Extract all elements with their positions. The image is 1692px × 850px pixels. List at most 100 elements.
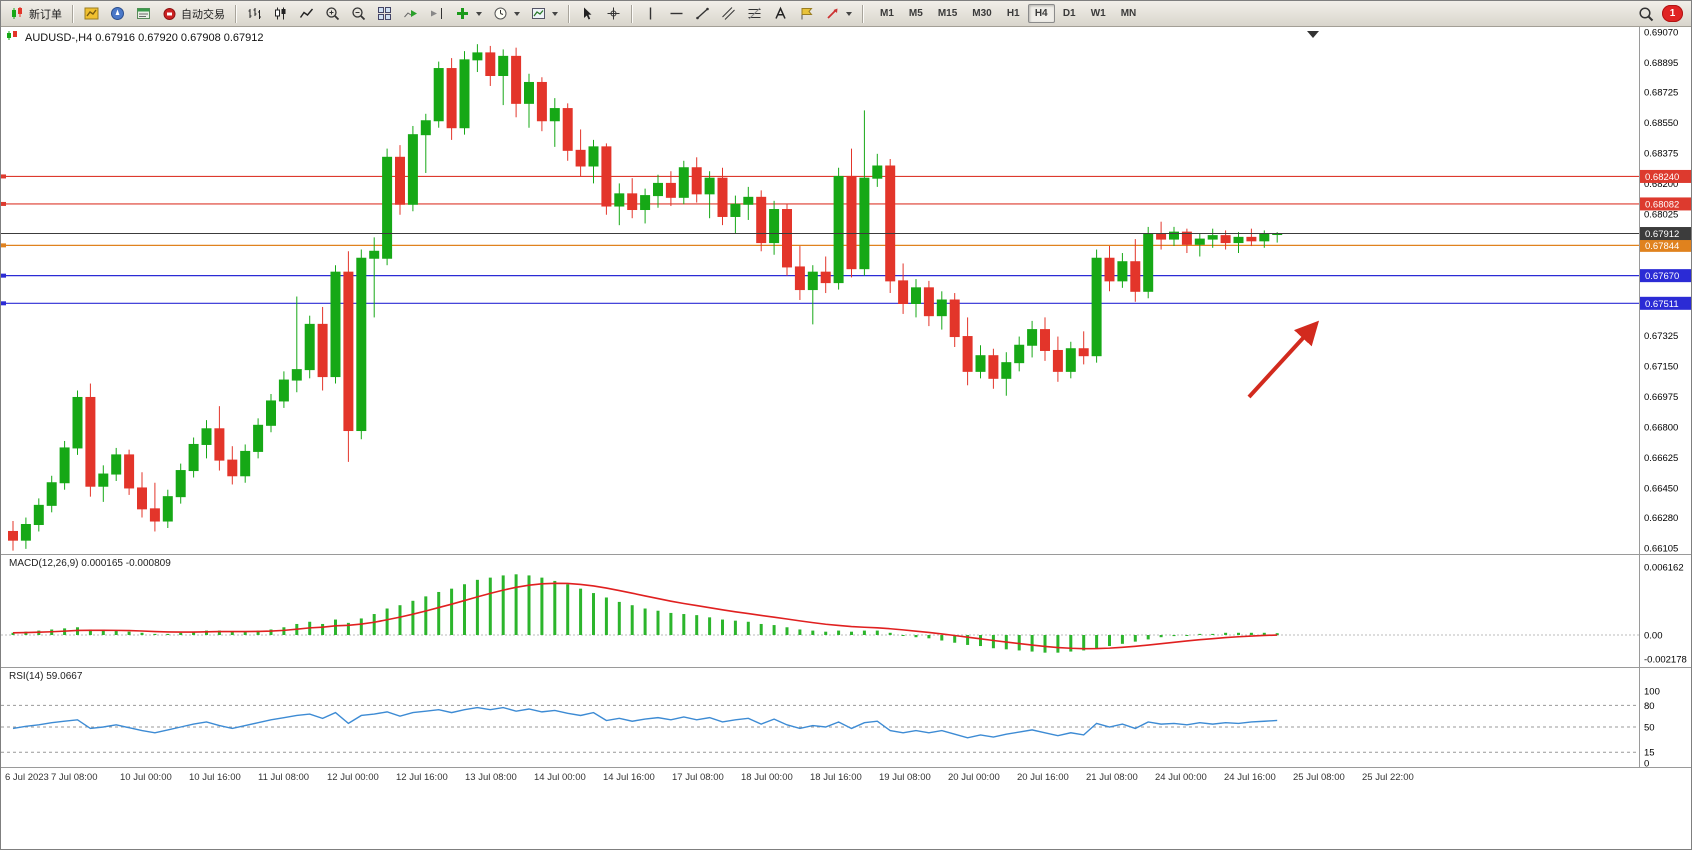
timeframe-button-h4[interactable]: H4 <box>1027 4 1055 23</box>
candlestick-chart-button[interactable] <box>268 3 293 25</box>
fibonacci-tool-button[interactable] <box>742 3 767 25</box>
timeframe-button-m30[interactable]: M30 <box>965 4 998 23</box>
chart-window-icon <box>7 33 11 38</box>
trend-arrow-annotation[interactable] <box>1247 320 1320 399</box>
level-line-anchor[interactable] <box>1 201 6 206</box>
macd-histogram-bar <box>1185 635 1189 636</box>
macd-histogram-bar <box>1172 635 1176 637</box>
time-axis[interactable]: 6 Jul 2023 7 Jul 08:00 10 Jul 00:00 10 Jul … <box>5 772 1414 783</box>
dropdown-caret-icon <box>846 11 852 16</box>
timeframe-button-m1[interactable]: M1 <box>873 4 901 23</box>
macd-panel[interactable]: MACD(12,26,9) 0.000165 -0.000809 0.006162… <box>1 558 1687 666</box>
periods-button[interactable] <box>488 3 525 25</box>
horizontal-line-tool-button[interactable] <box>664 3 689 25</box>
level-price-badge: 0.68082 <box>1640 197 1691 211</box>
candle-body <box>98 473 109 487</box>
level-line-anchor[interactable] <box>1 174 6 179</box>
macd-histogram-bar <box>398 605 402 635</box>
navigator-button[interactable] <box>105 3 130 25</box>
macd-histogram-bar <box>953 635 957 643</box>
horizontal-line-icon <box>670 12 683 15</box>
trendline-tool-button[interactable] <box>690 3 715 25</box>
macd-axis-tick: 0.00 <box>1644 631 1663 642</box>
candle-body <box>33 504 44 526</box>
timeframe-button-mn[interactable]: MN <box>1114 4 1144 23</box>
candle-body <box>820 271 831 284</box>
timeframe-button-m15[interactable]: M15 <box>931 4 964 23</box>
candle-body <box>923 287 934 317</box>
timeframe-button-h1[interactable]: H1 <box>1000 4 1027 23</box>
svg-text:0.67670: 0.67670 <box>1645 271 1679 282</box>
svg-text:0.67912: 0.67912 <box>1645 229 1679 240</box>
macd-histogram-bar <box>1237 632 1240 635</box>
macd-histogram-bar <box>153 633 157 635</box>
text-tool-button[interactable] <box>768 3 793 25</box>
price-axis-tick: 0.68200 <box>1644 179 1678 190</box>
toolbar-separator <box>631 4 633 23</box>
vertical-line-tool-button[interactable] <box>638 3 663 25</box>
macd-histogram-bar <box>991 635 995 649</box>
candle-body <box>769 209 780 244</box>
fibonacci-icon <box>748 7 761 20</box>
zoom-out-button[interactable] <box>346 3 371 25</box>
candle-body <box>407 134 418 205</box>
macd-histogram-bar <box>824 631 828 635</box>
arrows-tool-button[interactable] <box>820 3 857 25</box>
templates-button[interactable] <box>526 3 563 25</box>
equidistant-channel-tool-button[interactable] <box>716 3 741 25</box>
tile-windows-button[interactable] <box>372 3 397 25</box>
timeframe-button-m5[interactable]: M5 <box>902 4 930 23</box>
candle-body <box>1027 329 1038 346</box>
candle-body <box>1078 348 1089 357</box>
candle-body <box>356 257 367 432</box>
terminal-button[interactable] <box>131 3 156 25</box>
candle-body <box>911 287 921 304</box>
timeframe-button-w1[interactable]: W1 <box>1084 4 1113 23</box>
label-tool-button[interactable] <box>794 3 819 25</box>
price-axis[interactable]: 0.69070 0.68895 0.68725 0.68550 0.68375 0.682… <box>1644 28 1678 555</box>
indicators-button[interactable] <box>450 3 487 25</box>
candle-body <box>782 209 792 268</box>
macd-histogram-bar <box>592 593 595 635</box>
crosshair-tool-button[interactable] <box>601 3 626 25</box>
time-axis-label: 25 Jul 22:00 <box>1362 772 1414 783</box>
market-watch-button[interactable] <box>79 3 104 25</box>
cursor-tool-button[interactable] <box>575 3 600 25</box>
candle-body <box>72 396 83 449</box>
rsi-panel[interactable]: RSI(14) 59.0667 100 80 50 150 <box>1 671 1660 770</box>
candle-body <box>188 443 199 472</box>
chart-surface[interactable]: AUDUSD-,H4 0.67916 0.67920 0.67908 0.679… <box>1 27 1692 850</box>
notification-badge[interactable]: 1 <box>1662 5 1683 22</box>
chart-shift-button[interactable] <box>424 3 449 25</box>
chart-info-line: AUDUSD-,H4 0.67916 0.67920 0.67908 0.679… <box>7 31 264 44</box>
toolbar-separator <box>235 4 237 23</box>
macd-histogram-bar <box>527 575 531 635</box>
macd-histogram-bar <box>166 633 170 635</box>
level-line-anchor[interactable] <box>1 301 6 306</box>
candle-body <box>1117 261 1128 282</box>
candle-body <box>1169 231 1179 240</box>
level-line-anchor[interactable] <box>1 273 6 278</box>
level-price-badge: 0.67511 <box>1640 296 1691 310</box>
macd-histogram-bar <box>966 635 970 645</box>
timeframe-button-d1[interactable]: D1 <box>1056 4 1083 23</box>
chart-shift-marker[interactable] <box>1307 31 1319 38</box>
new-order-button[interactable]: 新订单 <box>5 3 67 25</box>
time-axis-label: 24 Jul 00:00 <box>1155 772 1207 783</box>
candle-body <box>227 459 238 477</box>
auto-scroll-button[interactable] <box>398 3 423 25</box>
zoom-in-button[interactable] <box>320 3 345 25</box>
level-line-anchor[interactable] <box>1 243 6 248</box>
macd-histogram-bar <box>11 632 15 635</box>
macd-histogram-bar <box>604 597 608 635</box>
candle-body <box>1091 257 1102 357</box>
search-icon[interactable] <box>1638 6 1654 22</box>
line-chart-button[interactable] <box>294 3 319 25</box>
time-axis-label: 21 Jul 08:00 <box>1086 772 1138 783</box>
bar-chart-icon <box>248 8 261 19</box>
macd-histogram-bar <box>334 619 337 635</box>
price-axis-tick: 0.66625 <box>1644 453 1678 464</box>
candle-body <box>756 196 767 244</box>
bar-chart-button[interactable] <box>242 3 267 25</box>
autotrading-button[interactable]: 自动交易 <box>157 3 230 25</box>
